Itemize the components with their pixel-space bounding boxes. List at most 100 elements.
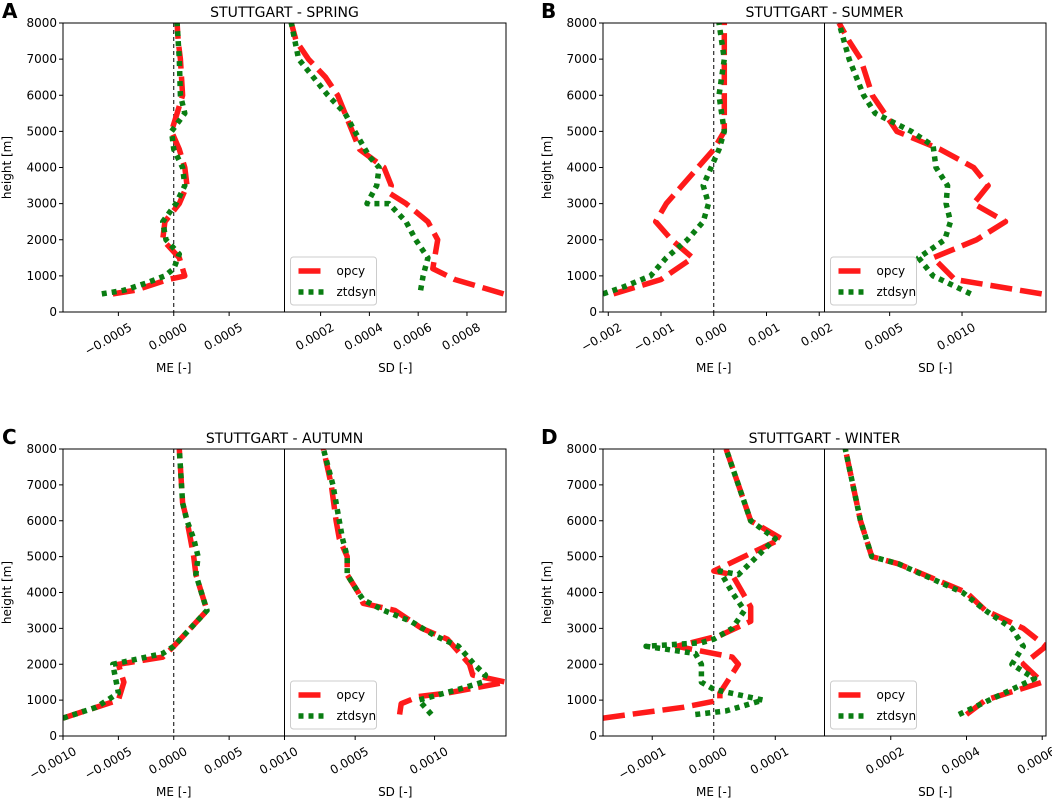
y-tick-label: 1000 — [566, 269, 597, 283]
y-tick-label: 5000 — [26, 550, 57, 564]
legend: opcy ztdsyn — [830, 256, 917, 306]
sd-subplot: 0.0002 0.0004 0.0006 0.0008 SD [-] opcy ztdsyn — [288, 23, 505, 375]
y-tick-label: 4000 — [26, 161, 57, 175]
y-tick-label: 6000 — [26, 514, 57, 528]
x-tick-label: −0.001 — [631, 320, 676, 354]
y-tick-label: 4000 — [566, 161, 597, 175]
legend-label-ztdsyn: ztdsyn — [877, 709, 917, 723]
panel-title: STUTTGART - WINTER — [749, 431, 901, 447]
legend-label-ztdsyn: ztdsyn — [877, 285, 917, 299]
y-tick-label: 5000 — [26, 124, 57, 138]
panel-letter: C — [2, 425, 17, 449]
legend-label-opcy: opcy — [337, 688, 366, 702]
series-line-opcy — [320, 449, 506, 715]
y-tick-label: 6000 — [566, 88, 597, 102]
panel-c: C STUTTGART - AUTUMN height [m] 0 1000 2000 30… — [0, 425, 507, 799]
panel-letter: B — [541, 0, 556, 23]
y-tick-label: 8000 — [26, 442, 57, 456]
panel-a: A STUTTGART - SPRING height [m] 0 1000 2000 30… — [0, 0, 507, 375]
series-line-ztdsyn — [320, 449, 489, 717]
x-tick-label: 0.0008 — [439, 320, 482, 353]
y-tick-label: 1000 — [26, 693, 57, 707]
x-axis-label: SD [-] — [378, 785, 412, 799]
y-tick-label: 6000 — [26, 88, 57, 102]
x-axis-label: SD [-] — [378, 361, 412, 375]
series-group — [836, 23, 1043, 297]
series-line-ztdsyn — [643, 449, 779, 718]
x-tick-label: −0.0001 — [616, 744, 668, 782]
y-tick-label: 4000 — [26, 586, 57, 600]
x-tick-label: 0.0000 — [146, 320, 189, 353]
y-tick-label: 6000 — [566, 514, 597, 528]
y-tick-label: 8000 — [566, 442, 597, 456]
x-tick-label: 0.001 — [746, 320, 783, 349]
legend-label-opcy: opcy — [877, 688, 906, 702]
series-group — [603, 23, 728, 297]
x-tick-label: 0.0000 — [146, 744, 189, 777]
panel-title: STUTTGART - SPRING — [210, 5, 359, 21]
y-tick-label: 0 — [589, 305, 597, 319]
x-tick-label: 0.0010 — [407, 744, 450, 777]
x-tick-label: 0.0002 — [863, 744, 906, 777]
y-tick-label: 1000 — [566, 693, 597, 707]
series-line-opcy — [288, 23, 505, 297]
y-axis-label: height [m] — [540, 136, 554, 199]
legend-label-opcy: opcy — [877, 264, 906, 278]
x-tick-label: 0.0005 — [202, 320, 245, 353]
y-tick-label: 3000 — [26, 621, 57, 635]
x-tick-label: 0.0010 — [935, 320, 978, 353]
x-axis-label: ME [-] — [696, 361, 731, 375]
series-line-ztdsyn — [101, 23, 188, 297]
y-axis-label: height [m] — [0, 561, 14, 624]
x-tick-label: 0.0002 — [293, 320, 336, 353]
me-subplot: −0.0005 0.0000 0.0005 ME [-] — [82, 23, 245, 375]
y-tick-label: 5000 — [566, 124, 597, 138]
y-tick-label: 3000 — [26, 197, 57, 211]
panel-d: D STUTTGART - WINTER height [m] 0 1000 2000 30… — [540, 425, 1052, 799]
y-tick-label: 5000 — [566, 550, 597, 564]
y-tick-label: 2000 — [566, 657, 597, 671]
legend: opcy ztdsyn — [830, 680, 917, 730]
me-subplot: −0.0010 −0.0005 0.0000 0.0005 0.0010 ME [-] — [27, 449, 300, 799]
x-tick-label: 0.0006 — [1015, 744, 1052, 777]
x-tick-label: 0.0005 — [328, 744, 371, 777]
y-tick-label: 0 — [589, 729, 597, 743]
legend-label-ztdsyn: ztdsyn — [337, 285, 377, 299]
legend: opcy ztdsyn — [290, 680, 377, 730]
x-axis-label: ME [-] — [156, 785, 191, 799]
x-tick-label: 0.0004 — [939, 744, 982, 777]
y-tick-label: 3000 — [566, 197, 597, 211]
x-tick-label: 0.002 — [798, 320, 835, 349]
panel-letter: A — [2, 0, 18, 23]
series-line-ztdsyn — [288, 23, 431, 291]
series-line-opcy — [63, 449, 210, 721]
series-group — [603, 449, 785, 721]
x-tick-label: 0.0010 — [257, 744, 300, 777]
y-tick-label: 1000 — [26, 269, 57, 283]
series-group — [288, 23, 505, 297]
y-tick-label: 0 — [49, 729, 57, 743]
sd-subplot: 0.0002 0.0004 0.0006 SD [-] opcy ztdsyn — [830, 449, 1052, 799]
series-line-opcy — [612, 23, 728, 297]
legend-label-ztdsyn: ztdsyn — [337, 709, 377, 723]
x-tick-label: −0.0010 — [27, 744, 79, 782]
x-axis-label: ME [-] — [156, 361, 191, 375]
series-group — [320, 449, 506, 717]
panel-b: B STUTTGART - SUMMER height [m] 0 1000 2000 30… — [540, 0, 1047, 375]
x-tick-label: 0.0006 — [391, 320, 434, 353]
series-line-opcy — [842, 449, 1046, 717]
y-axis-label: height [m] — [0, 136, 14, 199]
legend: opcy ztdsyn — [290, 256, 377, 306]
series-line-ztdsyn — [842, 449, 1038, 717]
x-axis-label: SD [-] — [918, 361, 952, 375]
y-tick-label: 7000 — [26, 52, 57, 66]
sd-subplot: 0.0005 0.0010 SD [-] opcy ztdsyn — [290, 449, 506, 799]
x-axis-label: ME [-] — [696, 785, 731, 799]
panel-title: STUTTGART - SUMMER — [745, 5, 903, 21]
series-group — [63, 449, 210, 721]
x-tick-label: 0.0000 — [686, 744, 729, 777]
series-line-ztdsyn — [603, 23, 728, 297]
y-tick-label: 8000 — [566, 16, 597, 30]
y-tick-label: 3000 — [566, 621, 597, 635]
